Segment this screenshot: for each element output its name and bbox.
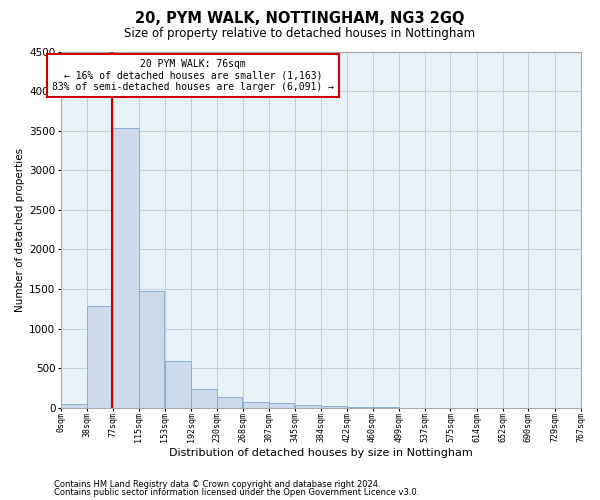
X-axis label: Distribution of detached houses by size in Nottingham: Distribution of detached houses by size … bbox=[169, 448, 473, 458]
Bar bbox=[165, 361, 191, 408]
Text: Size of property relative to detached houses in Nottingham: Size of property relative to detached ho… bbox=[124, 28, 476, 40]
Bar bbox=[191, 389, 217, 408]
Text: 20 PYM WALK: 76sqm
← 16% of detached houses are smaller (1,163)
83% of semi-deta: 20 PYM WALK: 76sqm ← 16% of detached hou… bbox=[52, 58, 334, 92]
Bar bbox=[113, 128, 139, 408]
Bar bbox=[139, 292, 164, 408]
Bar bbox=[295, 405, 321, 408]
Text: Contains public sector information licensed under the Open Government Licence v3: Contains public sector information licen… bbox=[54, 488, 419, 497]
Bar bbox=[217, 397, 242, 408]
Bar bbox=[347, 407, 373, 408]
Bar bbox=[269, 403, 295, 408]
Y-axis label: Number of detached properties: Number of detached properties bbox=[15, 148, 25, 312]
Bar bbox=[321, 406, 347, 408]
Bar bbox=[87, 306, 113, 408]
Text: Contains HM Land Registry data © Crown copyright and database right 2024.: Contains HM Land Registry data © Crown c… bbox=[54, 480, 380, 489]
Bar bbox=[61, 404, 86, 408]
Bar bbox=[242, 402, 269, 408]
Text: 20, PYM WALK, NOTTINGHAM, NG3 2GQ: 20, PYM WALK, NOTTINGHAM, NG3 2GQ bbox=[135, 11, 465, 26]
